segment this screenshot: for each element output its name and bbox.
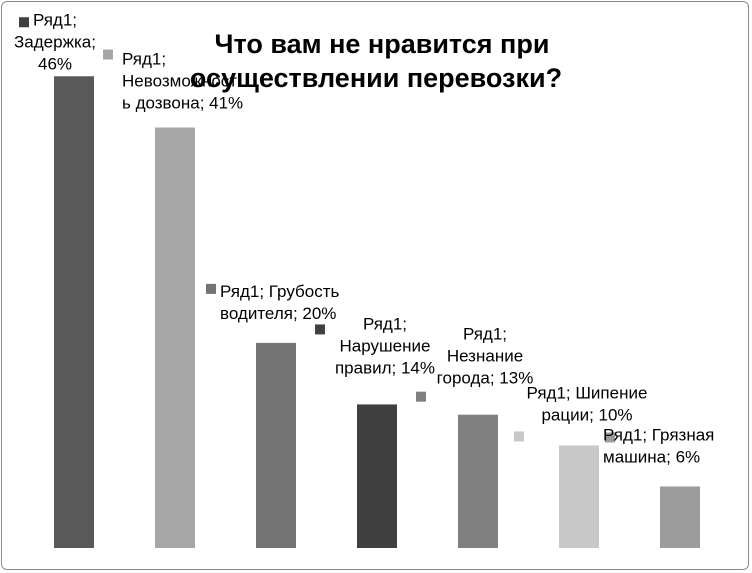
chart-title-line: Что вам не нравится при: [215, 29, 550, 59]
data-label-line: водителя; 20%: [220, 304, 336, 323]
data-label-line: Ряд1; Грязная: [603, 425, 714, 444]
data-label-line: Ряд1;: [463, 325, 507, 344]
data-label-line: Нарушение: [340, 336, 431, 355]
label-marker-4: [315, 324, 325, 335]
data-label-3: Ряд1; Грубость водителя; 20%: [220, 282, 339, 323]
data-label-line: Ряд1; Грубость: [220, 282, 339, 301]
label-marker-5: [416, 391, 426, 402]
data-label-line: Ряд1;: [33, 10, 77, 29]
bar-6: [559, 445, 599, 548]
data-label-6: Ряд1; Шипение рации; 10%: [527, 383, 648, 424]
data-label-line: Задержка;: [14, 32, 96, 51]
chart-title-line: осуществлении перевозки?: [190, 63, 562, 93]
label-marker-2: [103, 49, 113, 60]
chart-title: Что вам не нравится при осуществлении пер…: [190, 29, 562, 93]
label-marker-7: [605, 432, 615, 443]
data-label-5: Ряд1; Незнание города; 13%: [437, 325, 534, 388]
data-label-line: правил; 14%: [335, 358, 435, 377]
bar-7: [660, 486, 700, 548]
data-label-line: машина; 6%: [603, 447, 700, 466]
data-label-line: рации; 10%: [541, 405, 632, 424]
label-marker-1: [19, 17, 29, 28]
data-label-line: Ряд1; Шипение: [527, 383, 648, 402]
data-label-line: 46%: [38, 54, 72, 73]
data-label-7: Ряд1; Грязная машина; 6%: [603, 425, 714, 466]
data-label-line: Невозможност: [122, 72, 237, 91]
data-label-line: Ряд1;: [363, 314, 407, 333]
bar-3: [256, 342, 296, 548]
data-label-line: города; 13%: [437, 369, 534, 388]
data-label-1: Ряд1; Задержка; 46%: [14, 10, 96, 73]
label-marker-6: [514, 431, 524, 442]
label-marker-3: [206, 283, 216, 294]
bar-2: [155, 127, 195, 548]
data-label-line: ь дозвона; 41%: [122, 94, 243, 113]
data-label-4: Ряд1; Нарушение правил; 14%: [335, 314, 435, 377]
data-label-line: Незнание: [447, 347, 523, 366]
data-label-line: Ряд1;: [122, 50, 166, 69]
data-label-2: Ряд1; Невозможност ь дозвона; 41%: [122, 50, 243, 113]
bar-4: [357, 404, 397, 548]
bar-1: [54, 76, 94, 549]
bar-5: [458, 414, 498, 548]
